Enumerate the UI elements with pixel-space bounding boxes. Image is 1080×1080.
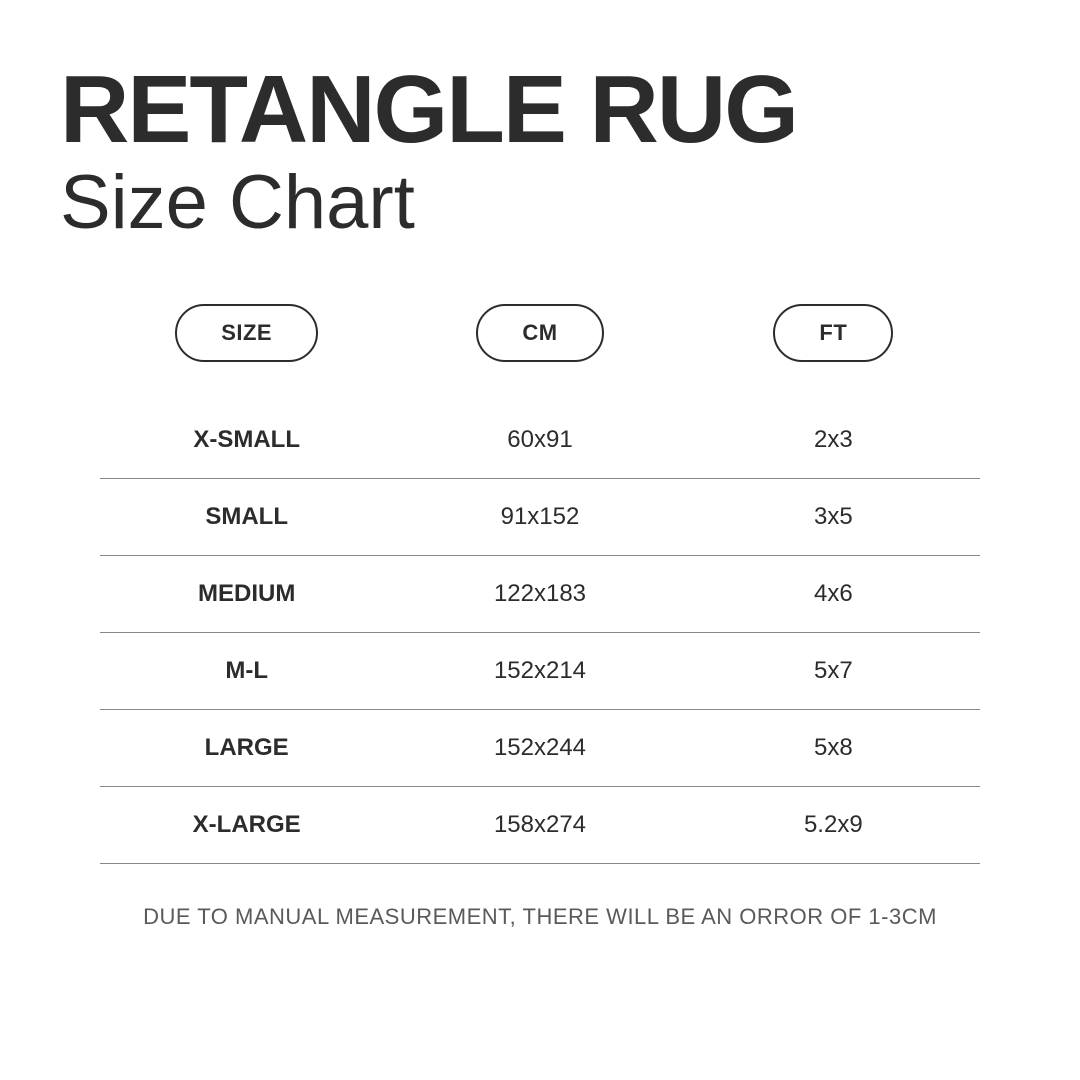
- table-row: X-SMALL 60x91 2x3: [100, 402, 980, 479]
- cell-ft: 3x5: [687, 503, 980, 531]
- cell-cm: 122x183: [393, 580, 686, 608]
- cell-ft: 5x7: [687, 657, 980, 685]
- size-chart-table: SIZE CM FT X-SMALL 60x91 2x3 SMALL 91x15…: [60, 304, 1020, 864]
- cell-size: X-SMALL: [100, 426, 393, 454]
- title-line2: Size Chart: [60, 161, 1020, 245]
- cell-size: LARGE: [100, 734, 393, 762]
- cell-size: MEDIUM: [100, 580, 393, 608]
- table-row: M-L 152x214 5x7: [100, 633, 980, 710]
- header-pill-cm: CM: [476, 304, 603, 362]
- cell-size: X-LARGE: [100, 811, 393, 839]
- measurement-footnote: DUE TO MANUAL MEASUREMENT, THERE WILL BE…: [60, 904, 1020, 930]
- cell-ft: 2x3: [687, 426, 980, 454]
- cell-size: M-L: [100, 657, 393, 685]
- header-pill-size: SIZE: [175, 304, 318, 362]
- page-title: RETANGLE RUG Size Chart: [60, 60, 1020, 244]
- title-line1: RETANGLE RUG: [60, 60, 1020, 161]
- cell-ft: 4x6: [687, 580, 980, 608]
- cell-ft: 5.2x9: [687, 811, 980, 839]
- cell-cm: 60x91: [393, 426, 686, 454]
- header-cell-ft: FT: [687, 304, 980, 362]
- table-row: MEDIUM 122x183 4x6: [100, 556, 980, 633]
- table-row: SMALL 91x152 3x5: [100, 479, 980, 556]
- cell-cm: 158x274: [393, 811, 686, 839]
- table-row: LARGE 152x244 5x8: [100, 710, 980, 787]
- header-pill-ft: FT: [773, 304, 893, 362]
- header-cell-size: SIZE: [100, 304, 393, 362]
- table-header-row: SIZE CM FT: [100, 304, 980, 362]
- table-row: X-LARGE 158x274 5.2x9: [100, 787, 980, 864]
- cell-size: SMALL: [100, 503, 393, 531]
- cell-ft: 5x8: [687, 734, 980, 762]
- cell-cm: 152x244: [393, 734, 686, 762]
- cell-cm: 152x214: [393, 657, 686, 685]
- header-cell-cm: CM: [393, 304, 686, 362]
- cell-cm: 91x152: [393, 503, 686, 531]
